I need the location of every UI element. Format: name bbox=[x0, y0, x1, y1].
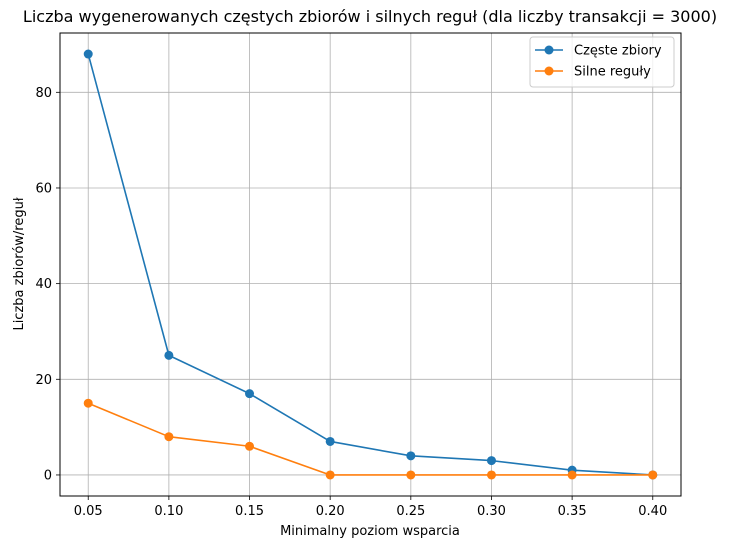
x-tick-label: 0.40 bbox=[638, 504, 667, 519]
y-tick-label: 80 bbox=[35, 86, 52, 101]
series-2-point bbox=[648, 470, 658, 480]
x-tick-label: 0.15 bbox=[235, 504, 264, 519]
legend-marker-2 bbox=[544, 66, 554, 76]
series-line-2 bbox=[87, 402, 653, 476]
series-2-point bbox=[486, 470, 496, 480]
y-tick-label: 20 bbox=[35, 373, 52, 388]
series-1-point bbox=[83, 49, 93, 59]
grid bbox=[60, 33, 681, 496]
series-2-point bbox=[164, 432, 174, 442]
series-1-point bbox=[325, 436, 335, 446]
series-1-point bbox=[406, 451, 416, 461]
legend-label-2: Silne reguły bbox=[574, 65, 651, 80]
legend-marker-1 bbox=[544, 45, 554, 55]
series-2-point bbox=[567, 470, 577, 480]
x-tick-label: 0.05 bbox=[74, 504, 103, 519]
series-2-point bbox=[83, 398, 93, 408]
x-tick-label: 0.25 bbox=[396, 504, 425, 519]
series-1-point bbox=[164, 350, 174, 360]
series-layer bbox=[83, 49, 658, 480]
series-line-1 bbox=[87, 53, 653, 476]
series-1-point bbox=[486, 456, 496, 466]
series-1-point bbox=[245, 389, 255, 399]
series-2-point bbox=[325, 470, 335, 480]
x-tick-label: 0.30 bbox=[477, 504, 506, 519]
x-axis: 0.05 0.10 0.15 0.20 0.25 0.30 0.35 0.40 bbox=[74, 496, 667, 519]
series-2-point bbox=[245, 441, 255, 451]
plot-frame bbox=[59, 32, 682, 497]
x-tick-label: 0.20 bbox=[316, 504, 345, 519]
legend-box bbox=[529, 36, 675, 88]
x-tick-label: 0.10 bbox=[154, 504, 183, 519]
y-tick-label: 60 bbox=[35, 181, 52, 196]
series-2-point bbox=[406, 470, 416, 480]
legend-label-1: Częste zbiory bbox=[574, 44, 662, 59]
y-tick-label: 40 bbox=[35, 277, 52, 292]
chart-title: Liczba wygenerowanych częstych zbiorów i… bbox=[23, 7, 717, 26]
y-tick-label: 0 bbox=[44, 468, 52, 483]
y-axis: 0 20 40 60 80 bbox=[35, 86, 60, 483]
x-axis-label: Minimalny poziom wsparcia bbox=[280, 524, 460, 539]
y-axis-label: Liczba zbiorów/reguł bbox=[12, 197, 27, 330]
x-tick-label: 0.35 bbox=[558, 504, 587, 519]
legend: Częste zbiory Silne reguły bbox=[529, 36, 675, 88]
